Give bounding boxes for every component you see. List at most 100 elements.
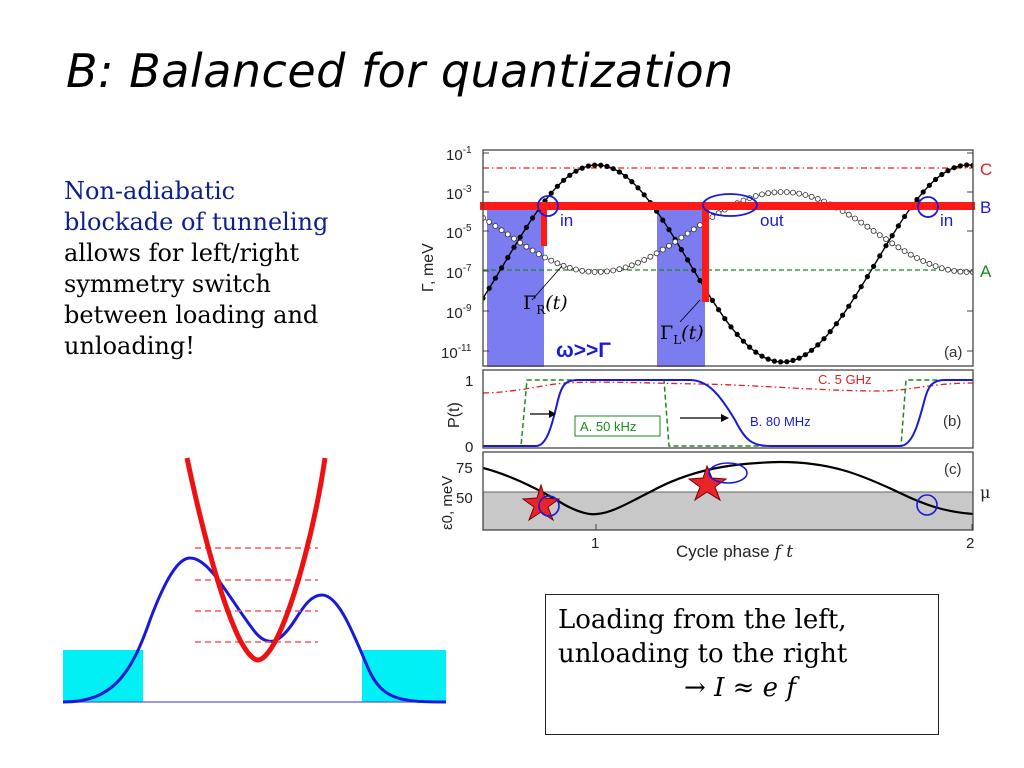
gamma-r-point: [901, 248, 908, 255]
gamma-r-shade: [487, 207, 544, 367]
p-curve-c: [483, 381, 973, 394]
gamma-r-point: [653, 250, 660, 257]
gamma-l-point: [784, 359, 790, 365]
gamma-r-point: [858, 219, 865, 226]
gamma-l-point: [616, 169, 623, 175]
circle-right-c: [916, 494, 938, 516]
in-left-label: in: [560, 211, 573, 230]
gamma-r-point: [697, 222, 703, 229]
double-well-diagram: [62, 457, 447, 704]
gamma-r-point: [492, 223, 499, 229]
gamma-r-point: [864, 223, 871, 230]
gamma-r-point: [554, 260, 561, 267]
ellipse-mid-c: [708, 462, 748, 484]
text-line-4: unloading!: [64, 332, 195, 360]
gamma-r-point: [604, 268, 610, 275]
gamma-l-point: [889, 233, 895, 239]
gamma-l-point: [641, 192, 647, 198]
gamma-r-point: [765, 190, 772, 197]
gamma-l-pointer: [679, 299, 701, 323]
gamma-r-point: [659, 246, 666, 253]
gamma-l-point: [920, 189, 926, 195]
panel-c-frame: [482, 451, 974, 531]
label-a-50khz: A. 50 kHz: [580, 419, 636, 434]
out-label: out: [760, 211, 784, 230]
gamma-l-point: [511, 244, 517, 250]
gamma-r-point: [678, 234, 685, 241]
panel-a-frame: [482, 149, 974, 367]
gamma-r-point: [542, 254, 548, 261]
gamma-r-point: [548, 257, 555, 264]
gamma-r-point: [920, 258, 927, 264]
panel-b-frame: [482, 369, 974, 449]
gamma-l-point: [523, 224, 530, 230]
label-c-5ghz: C. 5 GHz: [818, 372, 871, 387]
gamma-l-point: [926, 182, 933, 188]
gamma-r-point: [597, 268, 604, 275]
mu-shade: [483, 492, 973, 530]
gamma-l-shade: [657, 207, 705, 367]
gamma-l-point: [833, 321, 840, 327]
gamma-r-point: [486, 218, 493, 225]
gamma-l-point: [796, 355, 802, 361]
gamma-r-point: [635, 259, 641, 266]
star-mid: [687, 464, 728, 502]
gamma-r-point: [895, 244, 902, 251]
dot-parabola: [184, 457, 328, 663]
gamma-l-point: [592, 162, 598, 168]
gamma-l-point: [883, 243, 889, 249]
gamma-r-point: [808, 193, 815, 200]
panel-a-ylabel: Γ, meV: [420, 243, 437, 292]
gamma-r-point: [585, 268, 592, 275]
omega-label: ω>>Γ: [556, 339, 611, 362]
gamma-r-point: [579, 267, 586, 274]
gamma-l-point: [623, 173, 629, 179]
gamma-r-point: [684, 230, 691, 237]
gamma-l-point: [716, 307, 722, 313]
gamma-l-point: [827, 329, 833, 335]
gamma-l-point: [790, 357, 796, 363]
gamma-r-point: [932, 263, 939, 270]
gamma-l-point: [964, 162, 970, 168]
gamma-l-curve: [483, 162, 973, 365]
p-curve-a: [483, 379, 973, 447]
gamma-l-point: [753, 349, 759, 355]
panel-a-tag: (a): [944, 344, 962, 361]
panel-c: (c) μ 75 50 ε0, meV: [439, 451, 990, 531]
panel-b-ytick-1: 1: [465, 373, 473, 390]
gamma-l-point: [902, 213, 908, 220]
x-axis-label: Cycle phase f t: [676, 542, 793, 562]
gamma-r-point: [529, 247, 536, 254]
panel-c-ytick-75: 75: [456, 460, 473, 477]
gamma-l-label: ΓL(t): [660, 322, 704, 347]
ytick-1e-7: 10-7: [446, 263, 472, 282]
gamma-l-point: [809, 347, 815, 353]
gamma-r-point: [876, 232, 883, 239]
barrier-potential: [62, 556, 447, 704]
p-curve-b: [483, 379, 973, 447]
xtick-1: 1: [591, 535, 599, 552]
gamma-r-point: [802, 192, 809, 198]
box-line-1: Loading from the left,: [558, 605, 847, 635]
circle-left-c: [538, 495, 560, 517]
gamma-l-drop-bar: [702, 206, 709, 302]
ytick-1e-3: 10-3: [446, 184, 472, 203]
gamma-r-point: [852, 215, 858, 222]
label-a-frame: [574, 415, 661, 437]
gamma-l-point: [678, 247, 685, 253]
current-formula: → I ≈ e f: [684, 673, 796, 703]
gamma-l-point: [709, 297, 716, 303]
label-b-80mhz: B. 80 MHz: [750, 414, 811, 429]
gamma-r-point: [591, 269, 598, 275]
panel-a-yticks: 10-1 10-3 10-5 10-7 10-9 10-11: [441, 145, 472, 362]
text-line-3: between loading and: [64, 301, 319, 329]
gamma-r-point: [498, 227, 505, 234]
gamma-l-point: [629, 179, 635, 185]
gamma-l-point: [635, 185, 641, 191]
panel-b-ylabel: P(t): [446, 402, 463, 428]
gamma-r-point: [666, 242, 672, 249]
gamma-l-point: [492, 275, 498, 281]
epsilon-curve: [483, 460, 973, 516]
gamma-r-point: [926, 260, 933, 267]
in-left-marker: [537, 195, 559, 217]
